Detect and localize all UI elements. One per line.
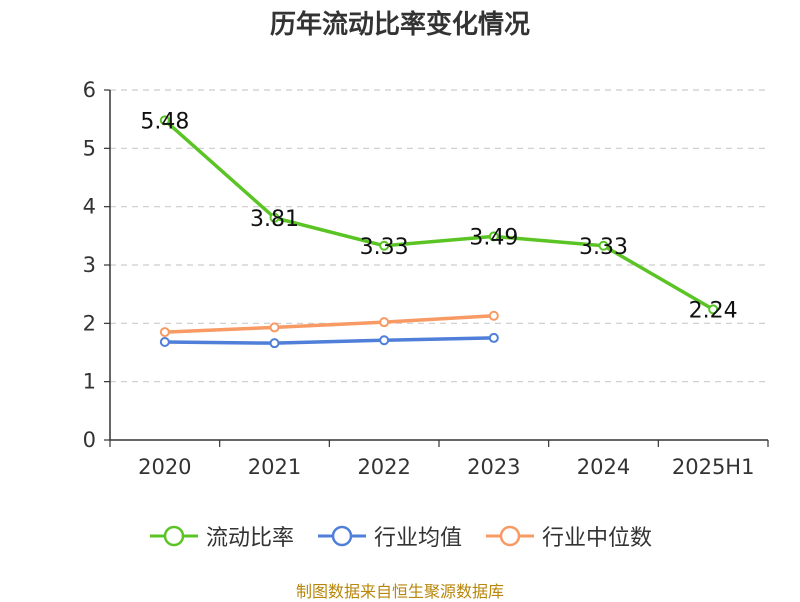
legend-item[interactable]: 行业均值 <box>316 520 462 552</box>
series-point-2 <box>488 310 499 321</box>
series-point-1 <box>488 332 499 343</box>
series-point-1 <box>269 338 280 349</box>
data-label: 2.24 <box>689 298 738 323</box>
y-tick-label: 5 <box>83 136 96 160</box>
x-tick-label: 2025H1 <box>672 455 755 479</box>
series-point-0 <box>379 240 390 251</box>
y-tick-label: 3 <box>83 253 96 277</box>
axes: 0 1 2 3 4 5 6 2020 2021 2022 2023 2024 2025H1 <box>83 78 769 479</box>
x-tick-label: 2021 <box>248 455 301 479</box>
legend-swatch-icon <box>486 525 534 547</box>
data-labels: 5.48 3.81 3.33 3.49 3.33 2.24 <box>140 109 737 323</box>
y-tick-label: 4 <box>83 195 96 219</box>
series-point-2 <box>269 322 280 333</box>
y-tick-label: 2 <box>83 311 96 335</box>
series-group <box>159 115 719 349</box>
legend: 流动比率 行业均值 行业中位数 <box>0 520 800 552</box>
data-label: 3.33 <box>579 235 628 260</box>
series-line-0 <box>163 119 715 311</box>
legend-swatch-icon <box>317 525 366 547</box>
data-label: 3.33 <box>360 235 409 260</box>
x-tick-label: 2023 <box>467 455 520 479</box>
series-line-1 <box>164 336 494 345</box>
legend-label: 流动比率 <box>205 526 294 551</box>
series-point-0 <box>269 212 280 223</box>
y-tick-label: 1 <box>83 370 96 394</box>
y-tick-label: 6 <box>83 78 96 102</box>
y-tick-label: 0 <box>83 428 96 452</box>
series-point-0 <box>488 231 499 242</box>
data-label: 3.49 <box>469 225 518 250</box>
series-point-0 <box>598 240 609 251</box>
x-tick-label: 2024 <box>577 455 630 479</box>
series-point-2 <box>159 327 170 338</box>
series-line-2 <box>164 314 494 334</box>
data-label: 3.81 <box>250 207 299 232</box>
series-point-0 <box>708 304 719 315</box>
legend-item[interactable]: 流动比率 <box>148 520 294 552</box>
chart-title: 历年流动比率变化情况 <box>269 10 530 40</box>
source-note: 制图数据来自恒生聚源数据库 <box>295 582 504 601</box>
legend-label: 行业均值 <box>373 526 462 551</box>
x-tick-label: 2022 <box>357 455 410 479</box>
legend-label: 行业中位数 <box>542 526 653 551</box>
series-point-0 <box>159 115 170 126</box>
legend-item[interactable]: 行业中位数 <box>484 520 652 552</box>
series-point-2 <box>379 317 390 328</box>
data-label: 5.48 <box>140 109 189 134</box>
series-point-1 <box>379 335 390 346</box>
x-tick-label: 2020 <box>138 455 191 479</box>
legend-swatch-icon <box>149 525 198 547</box>
series-point-1 <box>159 337 170 347</box>
